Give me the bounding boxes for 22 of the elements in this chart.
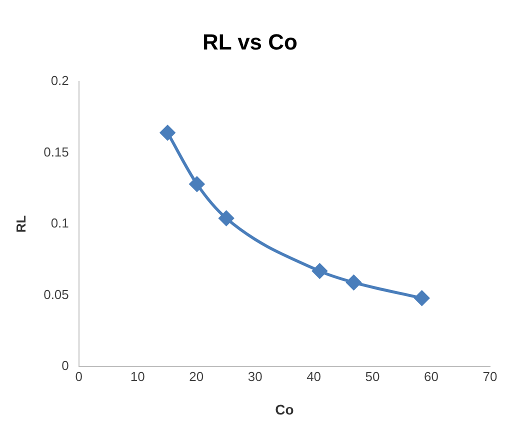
point (346, 274, 362, 290)
point (312, 264, 328, 279)
x-tick-label: 10 (130, 368, 145, 384)
point (160, 125, 176, 140)
x-tick-label: 20 (189, 368, 204, 384)
chart-title: RL vs Co (202, 29, 298, 54)
y-tick-label: 0 (62, 358, 69, 374)
x-tick-label: 50 (365, 368, 380, 384)
point (189, 176, 204, 192)
point (218, 210, 234, 226)
x-tick-label: 40 (306, 368, 322, 384)
y-tick-label: 0.1 (50, 216, 69, 231)
y-tick-label: 0.05 (44, 286, 69, 302)
y-axis-title: RL (13, 215, 28, 233)
x-tick-label: 0 (75, 368, 83, 384)
x-tick-label: 30 (248, 368, 262, 384)
point (414, 290, 430, 306)
x-axis-title: Co (275, 401, 294, 418)
y-tick-label: 0.2 (50, 72, 69, 88)
x-tick-label: 70 (482, 368, 498, 384)
x-tick-label: 60 (424, 368, 439, 384)
y-tick-label: 0.15 (44, 144, 69, 160)
